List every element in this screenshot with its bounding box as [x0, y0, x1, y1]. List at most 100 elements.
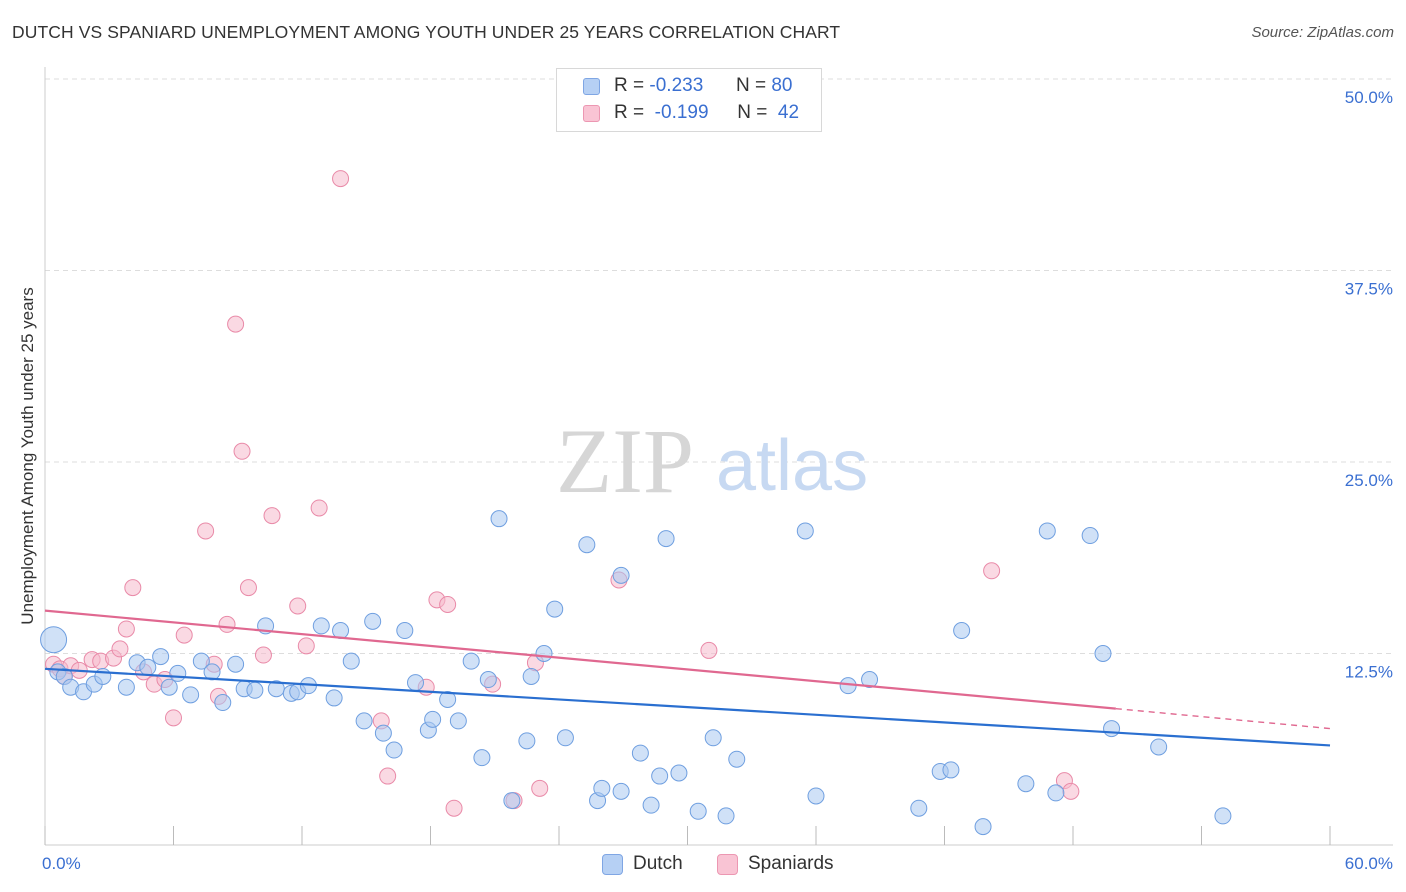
- dutch-point: [160, 678, 178, 696]
- r-value: -0.233: [649, 75, 704, 96]
- dutch-point: [214, 694, 232, 712]
- y-tick-label: 25.0%: [1345, 471, 1393, 490]
- spaniards-point: [254, 646, 272, 664]
- dutch-point: [728, 750, 746, 768]
- spaniards-point: [239, 579, 257, 597]
- dutch-point: [439, 690, 457, 708]
- legend-item-dutch[interactable]: Dutch: [602, 853, 683, 875]
- spaniards-legend-label: Spaniards: [748, 853, 834, 874]
- y-tick-label: 12.5%: [1345, 663, 1393, 682]
- dutch-point: [612, 782, 630, 800]
- watermark-zip: ZIP: [556, 410, 694, 512]
- n-label: N =: [737, 102, 768, 123]
- dutch-point: [807, 787, 825, 805]
- dutch-legend-swatch: [602, 853, 623, 875]
- spaniards-trend-line: [44, 609, 1116, 710]
- dutch-point: [642, 796, 660, 814]
- tick-labels: 12.5% 25.0% 37.5% 50.0% 0.0% 60.0%: [42, 88, 1393, 873]
- legend-row-dutch: R = -0.233 N = 80: [583, 73, 792, 99]
- dutch-point: [546, 600, 564, 618]
- dutch-point: [861, 671, 879, 689]
- dutch-point: [1214, 807, 1232, 825]
- trend-lines: [44, 609, 1331, 747]
- dutch-point: [942, 761, 960, 779]
- spaniards-point: [531, 779, 549, 797]
- spaniards-point: [197, 522, 215, 540]
- x-tick-label: 0.0%: [42, 854, 81, 873]
- legend-item-spaniards[interactable]: Spaniards: [717, 853, 834, 875]
- r-label: R =: [614, 75, 645, 96]
- spaniards-point: [310, 499, 328, 517]
- dutch-point: [1017, 775, 1035, 793]
- grid-lines: [45, 78, 1393, 654]
- dutch-point: [689, 802, 707, 820]
- dutch-point: [657, 530, 675, 548]
- dutch-point: [374, 724, 392, 742]
- y-tick-label: 50.0%: [1345, 88, 1393, 107]
- spaniards-point: [445, 799, 463, 817]
- dutch-point: [479, 671, 497, 689]
- dutch-point: [910, 799, 928, 817]
- dutch-point: [473, 749, 491, 767]
- dutch-point: [169, 664, 187, 682]
- spaniards-point: [983, 562, 1001, 580]
- dutch-swatch: [583, 77, 600, 95]
- spaniards-point: [439, 595, 457, 613]
- dutch-point: [1094, 645, 1112, 662]
- y-axis-label: Unemployment Among Youth under 25 years: [18, 287, 37, 625]
- correlation-legend: R = -0.233 N = 80 R = -0.199 N = 42: [556, 68, 822, 132]
- r-value: -0.199: [654, 102, 709, 123]
- legend-row-spaniards: R = -0.199 N = 42: [583, 100, 799, 126]
- spaniards-point: [700, 641, 718, 659]
- spaniards-legend-swatch: [717, 853, 738, 875]
- dutch-point: [40, 626, 68, 654]
- dutch-point: [462, 652, 480, 670]
- watermark: ZIP atlas: [556, 410, 868, 512]
- dutch-legend-label: Dutch: [633, 853, 683, 874]
- spaniards-point: [175, 626, 193, 644]
- dutch-point: [578, 536, 596, 554]
- dutch-point: [117, 678, 135, 696]
- dutch-points: [40, 510, 1232, 836]
- dutch-point: [593, 779, 611, 797]
- dutch-point: [612, 566, 630, 584]
- spaniards-point: [379, 767, 397, 785]
- n-value: 42: [777, 102, 800, 123]
- spaniards-point: [124, 579, 142, 597]
- dutch-point: [246, 681, 264, 699]
- dutch-point: [325, 689, 343, 707]
- dutch-point: [396, 622, 414, 640]
- dutch-point: [1081, 527, 1099, 545]
- spaniards-point: [289, 597, 307, 615]
- spaniards-point: [218, 615, 236, 633]
- n-value: 80: [771, 75, 793, 96]
- n-label: N =: [735, 75, 767, 96]
- dutch-point: [355, 712, 373, 730]
- dutch-point: [182, 686, 200, 704]
- axes: [44, 67, 1393, 846]
- dutch-trend-line: [44, 667, 1331, 747]
- dutch-point: [503, 792, 521, 810]
- dutch-point: [227, 655, 245, 673]
- spaniards-swatch: [583, 104, 600, 122]
- dutch-point: [796, 522, 814, 540]
- dutch-point: [631, 744, 649, 762]
- dutch-point: [953, 622, 971, 640]
- series-legend: Dutch Spaniards: [0, 850, 1406, 880]
- dutch-point: [407, 674, 425, 692]
- dutch-point: [1047, 784, 1065, 802]
- chart-title: DUTCH VS SPANIARD UNEMPLOYMENT AMONG YOU…: [12, 22, 841, 42]
- dutch-point: [1150, 738, 1168, 756]
- dutch-point: [522, 667, 540, 685]
- dutch-point: [535, 645, 553, 662]
- r-label: R =: [614, 102, 645, 123]
- dutch-point: [490, 510, 508, 528]
- source-label: Source: ZipAtlas.com: [1251, 24, 1394, 41]
- spaniards-point: [165, 709, 182, 727]
- spaniards-point: [111, 640, 129, 658]
- dutch-point: [342, 652, 360, 670]
- dutch-point: [556, 729, 574, 747]
- dutch-point: [139, 658, 157, 676]
- dutch-point: [312, 617, 330, 635]
